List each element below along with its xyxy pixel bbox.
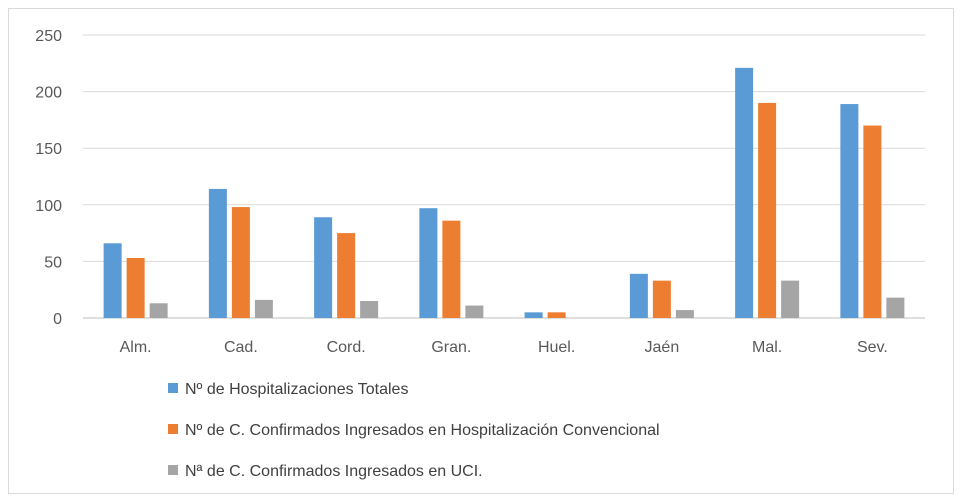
y-tick-label: 150 <box>35 141 62 158</box>
bar-series3-7 <box>886 297 905 318</box>
bar-series1-6 <box>735 67 754 318</box>
bar-series2-6 <box>758 102 777 318</box>
bar-series2-7 <box>863 125 882 318</box>
x-tick-label: Cord. <box>327 339 366 356</box>
y-tick-label: 0 <box>53 311 62 328</box>
y-tick-label: 200 <box>35 85 62 102</box>
bar-series1-4 <box>524 312 543 318</box>
x-tick-label: Sev. <box>857 339 888 356</box>
bar-series3-6 <box>781 280 800 318</box>
bar-series3-3 <box>465 305 484 318</box>
x-tick-label: Huel. <box>538 339 575 356</box>
y-tick-label: 250 <box>35 28 62 45</box>
x-tick-label: Gran. <box>431 339 471 356</box>
x-tick-label: Mal. <box>752 339 782 356</box>
bar-series2-2 <box>337 233 356 318</box>
legend-label-series2: Nº de C. Confirmados Ingresados en Hospi… <box>185 422 660 439</box>
x-tick-label: Cad. <box>224 339 258 356</box>
bars <box>103 67 905 318</box>
bar-series1-0 <box>103 243 122 318</box>
y-tick-label: 100 <box>35 198 62 215</box>
legend-label-series1: Nº de Hospitalizaciones Totales <box>185 381 408 398</box>
bar-series3-5 <box>675 310 694 318</box>
x-axis-ticks: Alm. Cad. Cord. Gran. Huel. Jaén Mal. Sev. <box>120 339 888 356</box>
legend-swatch-series3 <box>168 465 178 475</box>
bar-series2-4 <box>547 312 566 318</box>
x-tick-label: Alm. <box>120 339 152 356</box>
y-tick-label: 50 <box>44 254 62 271</box>
bar-series1-1 <box>208 188 227 318</box>
bar-series3-0 <box>149 303 168 318</box>
bar-series3-2 <box>360 301 379 318</box>
bar-series2-5 <box>652 280 671 318</box>
legend-swatch-series1 <box>168 383 178 393</box>
bar-series2-1 <box>231 207 250 318</box>
legend-label-series3: Nª de C. Confirmados Ingresados en UCI. <box>185 463 483 480</box>
y-axis-ticks: 0 50 100 150 200 250 <box>35 28 62 328</box>
bar-series3-1 <box>254 299 273 318</box>
bar-series1-3 <box>419 208 438 318</box>
bar-series2-3 <box>442 220 461 318</box>
bar-series2-0 <box>126 258 145 318</box>
legend-swatch-series2 <box>168 424 178 434</box>
chart-frame <box>8 8 954 494</box>
bar-series1-5 <box>629 273 648 318</box>
legend: Nº de Hospitalizaciones Totales Nº de C. … <box>168 381 660 480</box>
bar-series1-2 <box>314 217 333 318</box>
bar-series1-7 <box>840 104 859 318</box>
x-tick-label: Jaén <box>645 339 680 356</box>
